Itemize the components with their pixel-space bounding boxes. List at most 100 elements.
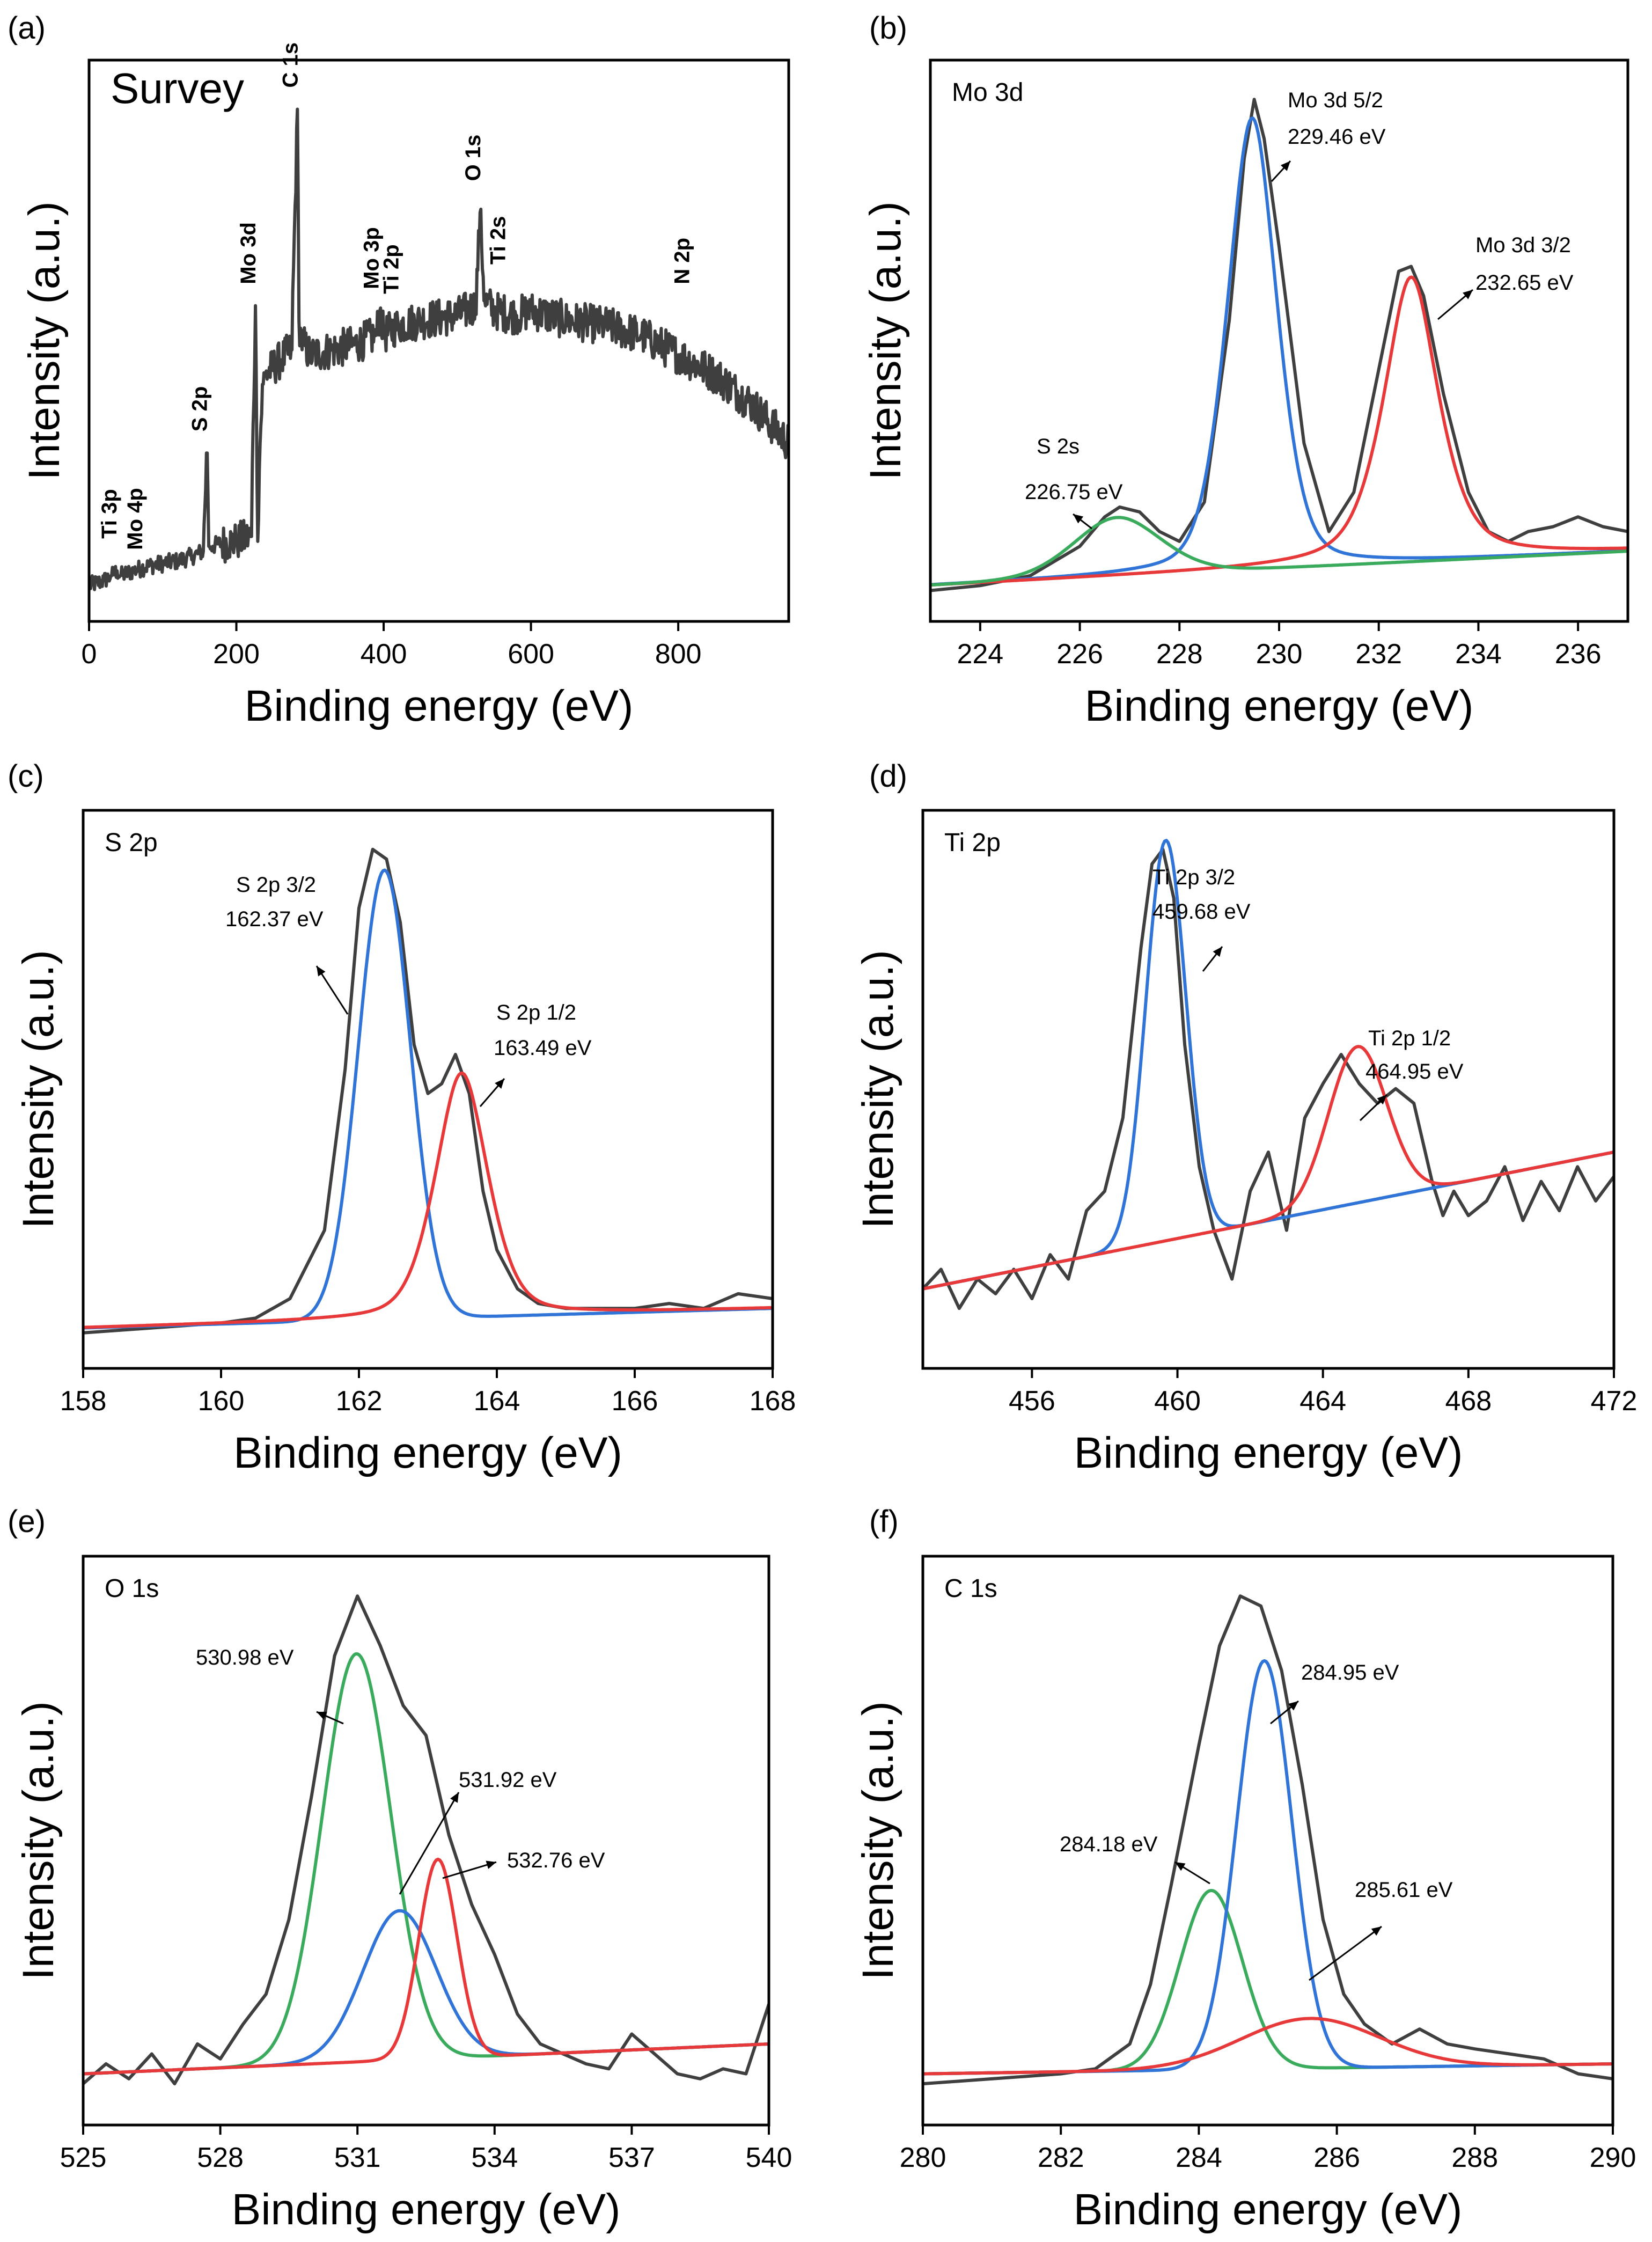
peak-annotation-value: 464.95 eV: [1365, 1060, 1464, 1083]
x-tick-label: 288: [1451, 2142, 1498, 2173]
annotation-arrow: [1202, 946, 1223, 972]
annotation-arrow: [1073, 513, 1092, 530]
peak-annotation: 285.61 eV: [1355, 1878, 1453, 1902]
x-tick-label: 537: [608, 2142, 655, 2173]
plot-frame: [921, 809, 1616, 1370]
peak-annotation: 532.76 eV: [507, 1849, 605, 1872]
x-tick-label: 226: [1056, 639, 1103, 670]
x-tick-label: 224: [957, 639, 1003, 670]
x-tick-label: 534: [471, 2142, 518, 2173]
annotation-arrow: [315, 965, 349, 1015]
panel-label: (b): [869, 11, 907, 46]
y-axis-label: Intensity (a.u.): [854, 1701, 902, 1980]
peak-annotation-value: 163.49 eV: [494, 1036, 592, 1060]
peak-label: Mo 3p: [359, 227, 383, 289]
chart-panel-b: (b) 224 226 228 230 232 234 236 Binding energy (…: [861, 11, 1629, 730]
y-axis-label: Intensity (a.u.): [20, 201, 69, 480]
x-tick-label: 600: [508, 639, 554, 670]
series-fit-line-ti-2p-3-2: [923, 839, 1614, 1291]
x-tick-label: 160: [198, 1386, 245, 1417]
peak-annotation: S 2s: [1037, 435, 1080, 458]
series-total-line: [83, 847, 773, 1335]
peak-label: Ti 3p: [98, 489, 121, 539]
panel-label: (f): [869, 1504, 899, 1539]
plot-area: [923, 839, 1614, 1310]
series-fit-line-ti-2p-1-2: [923, 1045, 1614, 1291]
x-tick-label: 164: [474, 1386, 520, 1417]
x-tick-label: 528: [197, 2142, 244, 2173]
series-total-line: [923, 1594, 1613, 2086]
annotation-arrow: [1271, 160, 1291, 182]
plot-frame: [82, 809, 774, 1370]
chart-title: Survey: [111, 64, 244, 112]
x-tick-label: 464: [1299, 1386, 1346, 1417]
x-axis-label: Binding energy (eV): [1074, 2185, 1463, 2234]
chart-panel-a: (a) 0 200 400 600 800 Binding energy (eV) Inten…: [8, 11, 790, 730]
series-fit-line-530-98-ev: [83, 1652, 769, 2076]
x-tick-label: 280: [900, 2142, 946, 2173]
x-axis-label: Binding energy (eV): [1074, 1428, 1463, 1477]
series-total-line: [89, 107, 789, 591]
x-tick-label: 460: [1154, 1386, 1201, 1417]
x-tick-label: 232: [1355, 639, 1402, 670]
peak-annotation: 284.18 eV: [1060, 1833, 1158, 1856]
y-axis-label: Intensity (a.u.): [14, 1701, 63, 1980]
x-tick-label: 168: [750, 1386, 796, 1417]
x-tick-label: 166: [612, 1386, 658, 1417]
annotation-arrow: [1437, 289, 1473, 320]
chart-panel-f: (f) 280 282 284 286 288 290 Binding energy (eV)…: [854, 1504, 1636, 2234]
annotation-arrow: [1359, 1094, 1388, 1122]
x-tick-label: 0: [82, 639, 97, 670]
annotation-arrow: [1174, 1861, 1210, 1885]
y-axis-label: Intensity (a.u.): [14, 950, 63, 1229]
peak-label: Mo 4p: [123, 488, 147, 550]
series-fit-line-284-18-ev: [923, 1889, 1613, 2076]
series-fit-line-532-76-ev: [83, 1857, 769, 2076]
x-axis-label: Binding energy (eV): [245, 682, 634, 730]
plot-area: [89, 107, 789, 591]
chart-title: O 1s: [105, 1574, 159, 1603]
annotation-arrow: [399, 1792, 460, 1895]
peak-annotation: Mo 3d 5/2: [1288, 89, 1383, 112]
chart-title: S 2p: [105, 829, 158, 857]
x-tick-label: 200: [213, 639, 260, 670]
x-tick-label: 525: [60, 2142, 107, 2173]
x-axis-label: Binding energy (eV): [1085, 682, 1474, 730]
y-axis-label: Intensity (a.u.): [861, 201, 910, 480]
peak-annotation-value: 459.68 eV: [1152, 900, 1251, 924]
series-total-line: [923, 847, 1614, 1310]
panel-label: (c): [8, 759, 44, 794]
series-fit-line-s-2p-1-2: [83, 1071, 773, 1329]
series-fit-line-mo-3d-3-2: [930, 275, 1628, 587]
peak-annotation: Mo 3d 3/2: [1475, 233, 1571, 257]
x-tick-label: 800: [655, 639, 702, 670]
x-tick-label: 400: [361, 639, 407, 670]
peak-annotation: S 2p 3/2: [236, 873, 316, 897]
annotation-arrow: [316, 1711, 344, 1725]
annotation-arrow: [1309, 1925, 1382, 1981]
peak-annotation: 531.92 eV: [459, 1768, 557, 1792]
plot-frame: [929, 58, 1629, 623]
x-tick-label: 531: [334, 2142, 381, 2173]
peak-label: S 2p: [188, 386, 212, 431]
panel-label: (a): [8, 11, 46, 46]
chart-title: Ti 2p: [944, 829, 1001, 857]
series-fit-line-s-2s: [930, 516, 1628, 587]
plot-frame: [87, 58, 790, 623]
y-axis-label: Intensity (a.u.): [854, 950, 902, 1229]
peak-label: N 2p: [671, 238, 694, 284]
x-tick-label: 472: [1591, 1386, 1638, 1417]
annotation-arrow: [442, 1860, 497, 1879]
peak-annotation: Ti 2p 1/2: [1368, 1027, 1451, 1050]
x-tick-label: 284: [1176, 2142, 1222, 2173]
x-tick-label: 230: [1256, 639, 1303, 670]
panel-label: (d): [869, 759, 907, 794]
annotation-arrow: [1270, 1700, 1299, 1725]
x-tick-label: 468: [1445, 1386, 1492, 1417]
series-fit-line-284-95-ev: [923, 1659, 1613, 2076]
chart-panel-c: (c) 158 160 162 164 166 168 Binding energy (eV)…: [8, 759, 796, 1477]
x-tick-label: 456: [1009, 1386, 1055, 1417]
peak-label: C 1s: [278, 42, 302, 88]
x-axis-label: Binding energy (eV): [233, 1428, 622, 1477]
x-tick-label: 540: [746, 2142, 792, 2173]
